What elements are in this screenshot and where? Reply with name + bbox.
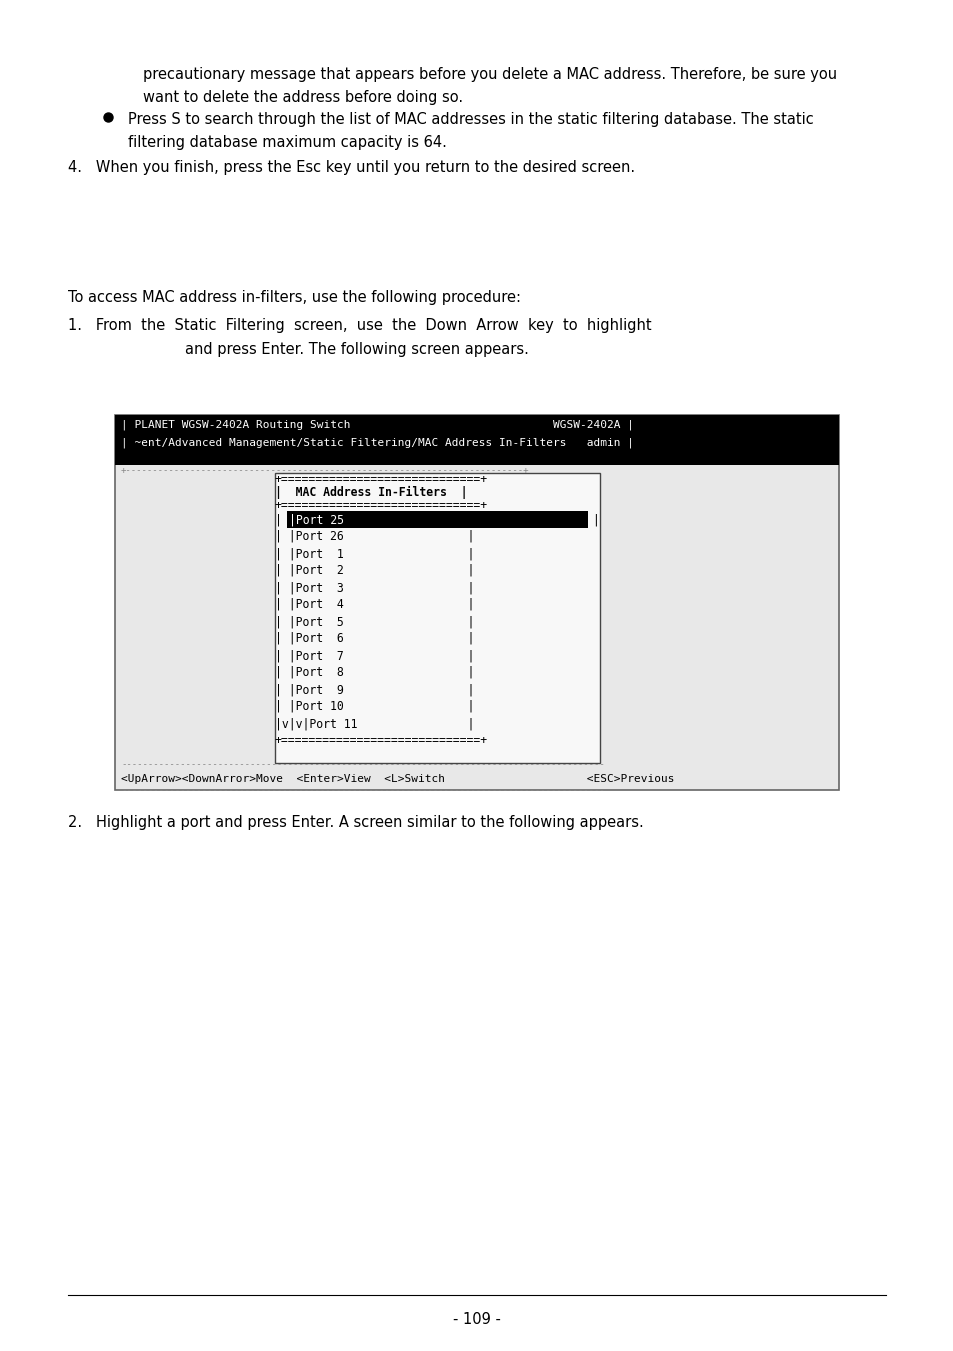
Text: | |Port  8                  |: | |Port 8 | xyxy=(274,666,474,680)
Text: |: | xyxy=(585,513,599,526)
Text: |  MAC Address In-Filters  |: | MAC Address In-Filters | xyxy=(274,486,467,499)
Text: | |Port 10                  |: | |Port 10 | xyxy=(274,700,474,713)
Bar xyxy=(115,415,838,465)
Text: <UpArrow><DownArror>Move  <Enter>View  <L>Switch                     <ESC>Previo: <UpArrow><DownArror>Move <Enter>View <L>… xyxy=(121,774,674,784)
Text: +=============================+: +=============================+ xyxy=(274,473,488,486)
Text: |Port 25: |Port 25 xyxy=(289,513,481,526)
Text: +=============================+: +=============================+ xyxy=(274,734,488,747)
Text: | |Port  5                  |: | |Port 5 | xyxy=(274,615,474,628)
Text: Press S to search through the list of MAC addresses in the static filtering data: Press S to search through the list of MA… xyxy=(128,112,813,127)
Text: | |Port  1                  |: | |Port 1 | xyxy=(274,547,474,561)
Text: - 109 -: - 109 - xyxy=(453,1312,500,1327)
Text: --------------------------------------------------------------------------------: ----------------------------------------… xyxy=(121,786,604,794)
Text: |v|v|Port 11                |: |v|v|Port 11 | xyxy=(274,717,474,730)
Text: | ~ent/Advanced Management/Static Filtering/MAC Address In-Filters   admin |: | ~ent/Advanced Management/Static Filter… xyxy=(121,436,634,447)
Text: | |Port  2                  |: | |Port 2 | xyxy=(274,563,474,577)
Text: To access MAC address in-filters, use the following procedure:: To access MAC address in-filters, use th… xyxy=(68,290,520,305)
Text: --------------------------------------------------------------------------------: ----------------------------------------… xyxy=(121,761,604,769)
Text: filtering database maximum capacity is 64.: filtering database maximum capacity is 6… xyxy=(128,135,446,150)
Text: +=============================+: +=============================+ xyxy=(274,499,488,512)
Text: | |Port  6                  |: | |Port 6 | xyxy=(274,632,474,644)
Text: want to delete the address before doing so.: want to delete the address before doing … xyxy=(143,91,462,105)
Text: 4.   When you finish, press the Esc key until you return to the desired screen.: 4. When you finish, press the Esc key un… xyxy=(68,159,635,176)
Bar xyxy=(287,511,587,528)
Text: +--------------------------------------------------------------------------+: +---------------------------------------… xyxy=(121,466,529,476)
Text: | PLANET WGSW-2402A Routing Switch                              WGSW-2402A |: | PLANET WGSW-2402A Routing Switch WGSW-… xyxy=(121,419,634,430)
Text: | |Port 26                  |: | |Port 26 | xyxy=(274,530,474,543)
Text: | |Port  9                  |: | |Port 9 | xyxy=(274,684,474,696)
Text: | |Port  3                  |: | |Port 3 | xyxy=(274,581,474,594)
Text: | |Port  4                  |: | |Port 4 | xyxy=(274,598,474,611)
Text: precautionary message that appears before you delete a MAC address. Therefore, b: precautionary message that appears befor… xyxy=(143,68,836,82)
Bar xyxy=(274,473,599,763)
Text: |: | xyxy=(274,513,289,526)
Text: 1.   From  the  Static  Filtering  screen,  use  the  Down  Arrow  key  to  high: 1. From the Static Filtering screen, use… xyxy=(68,317,651,332)
Text: | |Port  7                  |: | |Port 7 | xyxy=(274,648,474,662)
Bar xyxy=(115,415,838,790)
Text: and press Enter. The following screen appears.: and press Enter. The following screen ap… xyxy=(185,342,528,357)
Text: 2.   Highlight a port and press Enter. A screen similar to the following appears: 2. Highlight a port and press Enter. A s… xyxy=(68,815,643,830)
